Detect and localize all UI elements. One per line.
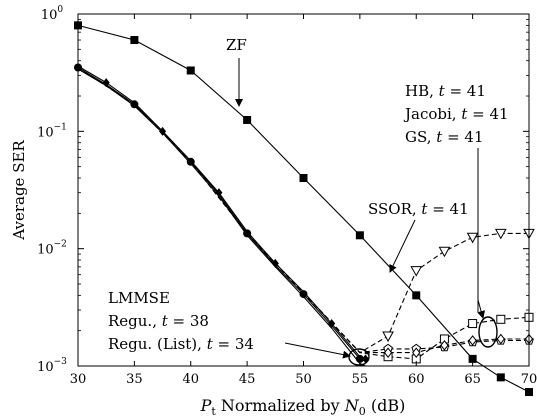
annotation-ssor-arrow (389, 219, 416, 273)
x-axis-label-p: P (200, 396, 212, 415)
annotation-zf: ZF (226, 36, 247, 54)
x-tick-label: 30 (70, 372, 87, 387)
series-marker-0 (130, 36, 139, 45)
series-marker-4 (438, 246, 451, 258)
series-marker-7 (440, 340, 449, 351)
series-marker-2 (159, 126, 167, 136)
annotation-jacobi: Jacobi, t = 41 (403, 105, 509, 123)
x-axis-label-end: (dB) (366, 396, 406, 415)
annotation-regu-arrow (284, 342, 351, 359)
series-marker-1 (299, 290, 308, 299)
series-marker-0 (243, 115, 252, 124)
series-marker-0 (525, 388, 533, 397)
y-tick-label: 10−1 (37, 122, 67, 140)
series-line-0 (77, 24, 530, 393)
annotation-gs-ellipse (478, 316, 498, 348)
series-marker-0 (496, 373, 505, 382)
x-axis-label-n-sub: 0 (359, 405, 366, 418)
annotation-gs-arrow-tip (477, 299, 485, 319)
x-tick-label: 70 (521, 372, 537, 387)
annotation-regu-ellipse (348, 348, 370, 366)
series-marker-0 (299, 174, 308, 183)
series-marker-7 (383, 347, 393, 358)
series-line-2 (77, 65, 366, 360)
x-tick-label: 50 (295, 372, 312, 387)
series-marker-1 (243, 229, 252, 238)
series-marker-2 (215, 188, 223, 198)
series-marker-4 (410, 266, 423, 277)
x-tick-label: 55 (352, 372, 369, 387)
x-axis-label: Pt Normalized by N0 (dB) (200, 396, 406, 418)
series-marker-4 (494, 228, 507, 240)
series-line-7 (77, 67, 529, 354)
series-line-5 (77, 67, 530, 360)
series-marker-7 (496, 333, 505, 345)
series-marker-5 (496, 314, 506, 324)
tick-layer: 30 35 40 45 50 55 60 65 70 100 10−1 10−2 10−3 (37, 5, 537, 387)
series-marker-1 (186, 157, 195, 166)
x-tick-label: 35 (126, 372, 143, 387)
annotation-hb: HB, t = 41 (405, 82, 486, 100)
x-tick-label: 65 (464, 372, 481, 387)
series-marker-1 (355, 354, 364, 363)
annotation-lmmse: LMMSE (108, 289, 170, 307)
series-marker-7 (412, 347, 421, 358)
series-marker-4 (466, 232, 479, 244)
x-tick-label: 60 (408, 372, 425, 387)
series-marker-0 (468, 354, 477, 363)
series-marker-4 (382, 331, 394, 343)
series-marker-0 (412, 291, 421, 300)
annotation-ssor: SSOR, t = 41 (368, 200, 469, 218)
x-tick-label: 45 (239, 372, 256, 387)
annotation-regu-list: Regu. (List), t = 34 (108, 335, 254, 353)
series-marker-7 (468, 335, 477, 346)
x-axis-label-mid: Normalized by (216, 396, 345, 415)
x-tick-label: 40 (182, 372, 199, 387)
y-tick-label: 10−3 (37, 357, 67, 375)
series-line-4 (77, 67, 529, 354)
series-line-6 (77, 67, 529, 354)
series-marker-2 (328, 319, 336, 329)
series-line-1 (77, 67, 366, 362)
series-marker-5 (468, 319, 478, 329)
marker-layer (74, 21, 535, 397)
y-axis-label: Average SER (10, 140, 28, 241)
annotation-gs: GS, t = 41 (405, 128, 484, 146)
series-marker-2 (362, 354, 370, 364)
series-marker-1 (130, 100, 139, 109)
series-marker-2 (102, 78, 110, 88)
y-tick-label: 10−2 (37, 240, 67, 258)
series-marker-0 (186, 66, 195, 75)
annotation-regu: Regu., t = 38 (108, 312, 209, 330)
x-axis-label-n: N (344, 396, 360, 415)
series-layer (77, 24, 530, 393)
series-marker-2 (271, 258, 279, 268)
y-tick-label: 100 (41, 5, 64, 23)
x-axis-label-p-sub: t (211, 405, 216, 418)
series-marker-0 (355, 231, 364, 240)
